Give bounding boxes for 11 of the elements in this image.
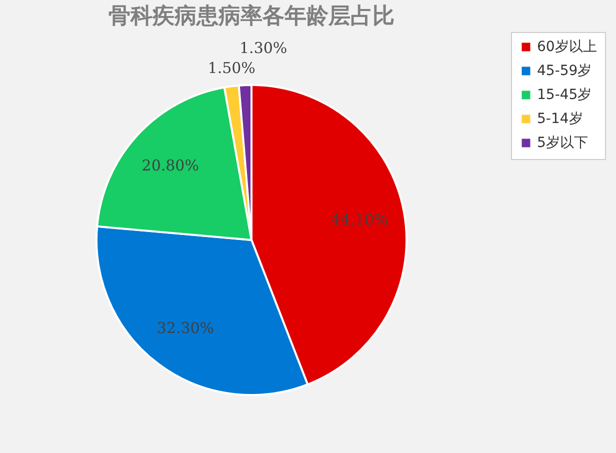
legend-label: 5岁以下 [537, 135, 588, 151]
data-label: 1.50% [208, 59, 256, 78]
data-label: 32.30% [156, 318, 214, 337]
legend-label: 15-45岁 [537, 87, 592, 103]
data-label: 1.30% [240, 39, 288, 58]
legend-label: 60岁以上 [537, 39, 597, 55]
data-label: 20.80% [142, 156, 199, 175]
legend-label: 5-14岁 [537, 111, 583, 127]
chart-title: 骨科疾病患病率各年龄层占比 [108, 3, 394, 29]
legend-label: 45-59岁 [537, 63, 592, 79]
data-label: 44.10% [331, 210, 388, 229]
